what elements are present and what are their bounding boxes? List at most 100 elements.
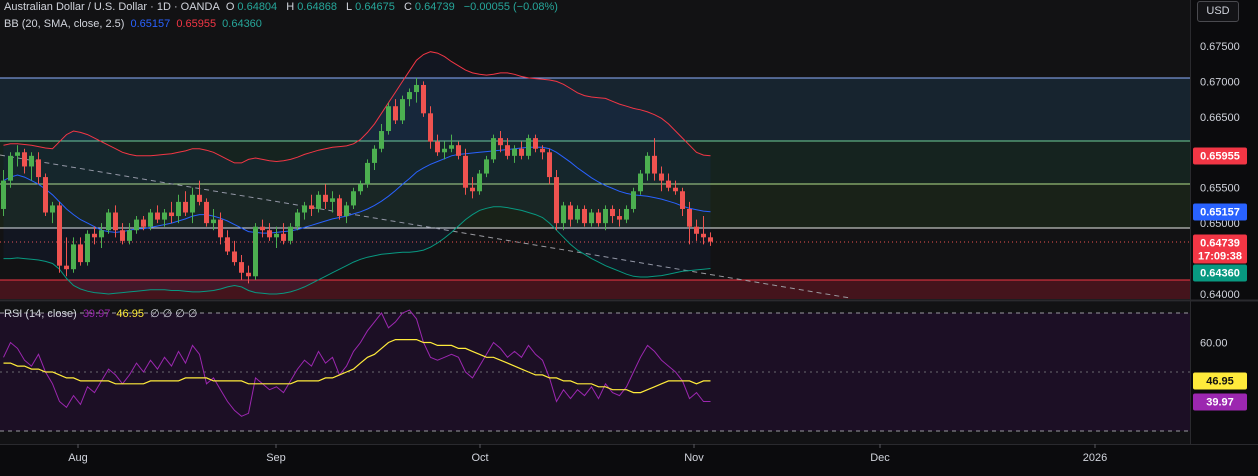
currency-button[interactable]: USD [1197, 1, 1239, 22]
candle[interactable] [428, 106, 433, 149]
candle[interactable] [288, 223, 293, 245]
candle[interactable] [344, 201, 349, 224]
candle[interactable] [204, 198, 209, 227]
candle[interactable] [120, 223, 125, 245]
candle[interactable] [645, 152, 650, 181]
candle[interactable] [148, 208, 153, 231]
rsi-badge[interactable]: 39.97 [1193, 393, 1247, 411]
candle[interactable] [638, 170, 643, 195]
bb-basis-badge[interactable]: 0.65157 [1193, 203, 1247, 221]
candle[interactable] [505, 138, 510, 160]
candle[interactable] [358, 180, 363, 195]
candle[interactable] [540, 145, 545, 160]
candle[interactable] [680, 187, 685, 217]
candle[interactable] [379, 123, 384, 153]
candle[interactable] [78, 237, 83, 266]
bb-upper-line[interactable] [3, 51, 711, 164]
candle[interactable] [708, 232, 713, 246]
candle[interactable] [71, 237, 76, 273]
candle[interactable] [99, 223, 104, 248]
candle[interactable] [225, 230, 230, 256]
candle[interactable] [57, 201, 62, 273]
candle[interactable] [463, 148, 468, 195]
rsi-ma-badge[interactable]: 46.95 [1193, 372, 1247, 390]
candle[interactable] [575, 205, 580, 224]
candle[interactable] [1, 170, 6, 217]
candle[interactable] [337, 194, 342, 220]
candle[interactable] [603, 205, 608, 231]
candle[interactable] [617, 208, 622, 227]
candle[interactable] [456, 141, 461, 160]
candle[interactable] [512, 145, 517, 163]
candle[interactable] [239, 255, 244, 280]
candle[interactable] [547, 148, 552, 185]
candle[interactable] [386, 102, 391, 135]
candle[interactable] [169, 201, 174, 224]
bb-upper-badge[interactable]: 0.65955 [1193, 147, 1247, 165]
candle[interactable] [232, 240, 237, 266]
candle[interactable] [295, 208, 300, 231]
candle[interactable] [134, 216, 139, 234]
candle[interactable] [113, 205, 118, 238]
candle[interactable] [127, 223, 132, 245]
bb-lower-line[interactable] [3, 206, 711, 295]
candle[interactable] [162, 208, 167, 227]
candle[interactable] [568, 201, 573, 227]
candle[interactable] [701, 216, 706, 245]
candle[interactable] [666, 173, 671, 192]
candle[interactable] [211, 208, 216, 231]
candle[interactable] [218, 212, 223, 245]
rsi-ma-line[interactable] [3, 339, 711, 394]
candle[interactable] [36, 152, 41, 185]
candle[interactable] [491, 134, 496, 163]
candle[interactable] [365, 159, 370, 188]
candle[interactable] [190, 187, 195, 224]
rsi-legend[interactable]: RSI (14, close) 39.97 46.95 ∅ ∅ ∅ ∅ [4, 307, 201, 320]
candle[interactable] [253, 223, 258, 280]
candle[interactable] [687, 201, 692, 245]
candle[interactable] [477, 170, 482, 195]
candle[interactable] [92, 226, 97, 245]
candle[interactable] [652, 138, 657, 181]
candle[interactable] [624, 205, 629, 224]
candle[interactable] [281, 223, 286, 245]
candle[interactable] [561, 201, 566, 231]
candle[interactable] [407, 88, 412, 107]
candle[interactable] [484, 155, 489, 178]
candle[interactable] [673, 180, 678, 195]
candle[interactable] [414, 77, 419, 103]
candle[interactable] [155, 205, 160, 224]
candle[interactable] [15, 145, 20, 167]
candle[interactable] [260, 219, 265, 238]
candle[interactable] [267, 223, 272, 241]
candle[interactable] [197, 180, 202, 206]
candle[interactable] [421, 81, 426, 117]
candle[interactable] [302, 201, 307, 220]
candle[interactable] [694, 219, 699, 241]
candle[interactable] [176, 194, 181, 224]
candle[interactable] [589, 208, 594, 227]
candle[interactable] [610, 205, 615, 224]
candle[interactable] [393, 99, 398, 124]
candle[interactable] [8, 152, 13, 188]
axes[interactable]: 0.675000.670000.665000.660000.655000.650… [68, 41, 1247, 464]
bb-lower-badge[interactable]: 0.64360 [1193, 264, 1247, 282]
bb-legend[interactable]: BB (20, SMA, close, 2.5) 0.65157 0.65955… [4, 18, 265, 30]
candle[interactable] [274, 226, 279, 248]
candle[interactable] [330, 191, 335, 213]
candle[interactable] [435, 134, 440, 156]
candle[interactable] [351, 187, 356, 209]
candle[interactable] [400, 95, 405, 124]
candle[interactable] [183, 191, 188, 217]
candle[interactable] [323, 184, 328, 209]
candle[interactable] [106, 208, 111, 234]
candle[interactable] [554, 170, 559, 231]
candle[interactable] [449, 134, 454, 153]
candle[interactable] [470, 177, 475, 199]
candle[interactable] [85, 230, 90, 266]
candle[interactable] [631, 187, 636, 213]
candle[interactable] [22, 148, 27, 174]
candle[interactable] [309, 194, 314, 217]
symbol-legend[interactable]: Australian Dollar / U.S. Dollar · 1D · O… [4, 1, 561, 13]
